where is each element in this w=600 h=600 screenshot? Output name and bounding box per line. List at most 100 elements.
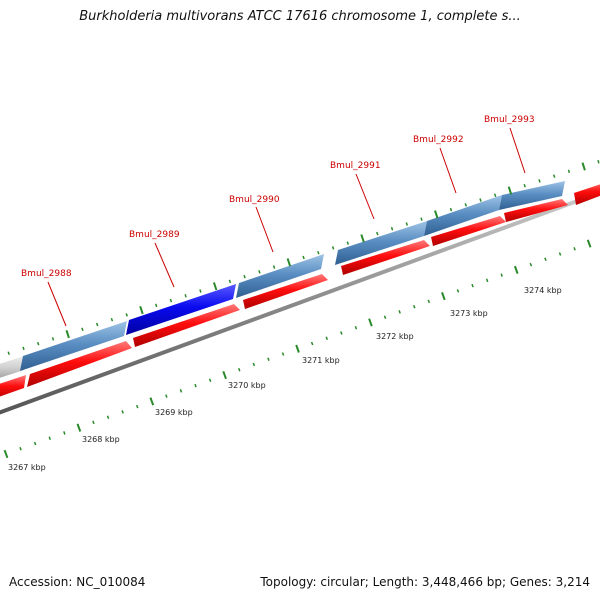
scale-label: 3269 kbp	[155, 408, 193, 417]
cds-arrow[interactable]	[504, 199, 568, 222]
scale-tick	[3, 449, 9, 459]
scale-ticks-upper	[7, 159, 600, 355]
gene-label[interactable]: Bmul_2990	[229, 195, 280, 205]
scale-tick	[412, 304, 416, 309]
scale-tick	[376, 231, 379, 236]
scale-label: 3271 kbp	[302, 356, 340, 365]
gene-block-2991[interactable]	[335, 221, 427, 265]
scale-tick	[434, 210, 439, 219]
callout-line	[154, 242, 175, 288]
scale-tick	[449, 207, 453, 212]
scale-tick	[19, 446, 22, 451]
gene-block-2993[interactable]	[499, 181, 565, 210]
scale-tick	[405, 222, 409, 226]
gene-label[interactable]: Bmul_2993	[484, 115, 535, 125]
cds-arrow[interactable]	[341, 240, 430, 275]
scale-tick	[441, 292, 446, 301]
scale-tick	[471, 283, 474, 288]
scale-tick	[302, 255, 305, 260]
scale-tick	[317, 250, 320, 255]
scale-tick	[149, 397, 155, 406]
callout-line	[509, 127, 526, 174]
scale-label: 3268 kbp	[82, 435, 120, 444]
gene-label[interactable]: Bmul_2992	[413, 135, 464, 145]
scale-tick	[243, 274, 246, 279]
scale-tick	[464, 203, 468, 207]
gene-block-2990[interactable]	[236, 254, 324, 298]
gene-block-grey[interactable]	[0, 355, 27, 381]
scale-tick	[368, 318, 373, 327]
scale-tick	[33, 441, 37, 446]
scale-tick	[586, 239, 592, 248]
gene-block-2989[interactable]	[126, 284, 236, 335]
scale-tick	[154, 303, 158, 308]
cds-arrow[interactable]	[27, 341, 132, 387]
scale-tick	[48, 436, 52, 440]
scale-tick	[331, 246, 335, 250]
scale-tick	[199, 289, 202, 293]
cds-arrow[interactable]	[0, 375, 26, 400]
scale-tick	[125, 313, 128, 317]
gene-block-2988[interactable]	[20, 321, 127, 371]
scale-tick	[538, 179, 541, 183]
gene-block-2992[interactable]	[424, 195, 502, 236]
scale-tick	[65, 329, 70, 339]
scale-tick	[110, 317, 114, 322]
scale-tick	[222, 370, 227, 380]
scale-tick	[95, 322, 99, 327]
gene-name-labels: Bmul_2988 Bmul_2989 Bmul_2990 Bmul_2991 …	[21, 115, 535, 279]
scale-tick	[529, 262, 533, 267]
gene-label[interactable]: Bmul_2988	[21, 269, 72, 279]
scale-tick	[295, 344, 300, 353]
scale-tick	[51, 337, 55, 341]
scale-tick	[573, 247, 576, 251]
map-title: Burkholderia multivorans ATCC 17616 chro…	[79, 9, 521, 24]
scale-tick	[485, 278, 489, 283]
scale-label: 3272 kbp	[376, 332, 414, 341]
scale-label: 3273 kbp	[450, 309, 488, 318]
scale-tick	[383, 315, 387, 319]
scale-tick	[281, 352, 285, 356]
scale-tick	[427, 299, 431, 304]
scale-label: 3267 kbp	[8, 463, 46, 472]
scale-tick	[500, 273, 503, 277]
scale-tick	[456, 289, 460, 293]
gene-label[interactable]: Bmul_2991	[330, 161, 381, 171]
cds-arrow[interactable]	[574, 181, 600, 205]
scale-tick	[22, 346, 25, 351]
cds-arrow[interactable]	[431, 216, 506, 246]
scale-tick	[212, 282, 218, 291]
gene-track	[0, 181, 565, 381]
scale-tick	[360, 234, 365, 243]
cds-arrow[interactable]	[133, 304, 240, 347]
scale-tick	[272, 265, 276, 269]
scale-tick	[169, 298, 173, 303]
scale-tick	[340, 331, 343, 335]
callout-line	[255, 206, 274, 253]
scale-tick	[310, 341, 314, 346]
gene-label[interactable]: Bmul_2989	[129, 230, 180, 240]
scale-tick	[267, 357, 270, 362]
callout-line	[355, 173, 375, 220]
scale-tick	[523, 183, 526, 188]
scale-tick	[139, 305, 144, 315]
callout-line	[439, 147, 457, 194]
scale-tick	[252, 362, 256, 367]
scale-tick	[7, 351, 10, 355]
scale-tick	[581, 162, 586, 171]
scale-tick	[36, 341, 40, 346]
scale-tick	[513, 265, 519, 274]
scale-tick	[325, 336, 329, 340]
scale-tick	[597, 159, 600, 164]
scale-ticks-lower	[3, 239, 592, 459]
scale-labels: 3267 kbp 3268 kbp 3269 kbp 3270 kbp 3271…	[8, 286, 562, 472]
scale-tick	[544, 257, 547, 262]
scale-tick	[165, 394, 168, 398]
chromosome-backbone	[0, 190, 600, 415]
scale-tick	[208, 378, 212, 383]
cds-track	[0, 181, 600, 400]
scale-tick	[558, 252, 562, 256]
cds-arrow[interactable]	[243, 274, 328, 309]
callout-line	[47, 281, 67, 327]
